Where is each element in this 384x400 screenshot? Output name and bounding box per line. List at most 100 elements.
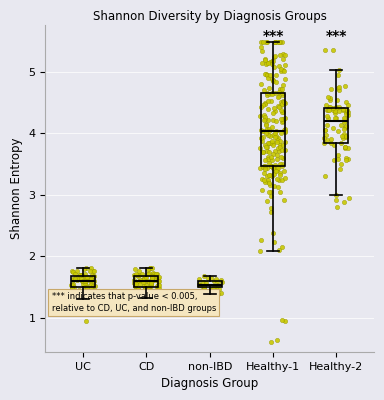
Point: [328, 86, 334, 92]
Point: [264, 72, 270, 78]
Point: [280, 244, 286, 250]
Point: [341, 115, 347, 122]
Point: [265, 177, 271, 183]
Point: [280, 51, 286, 57]
Point: [91, 273, 98, 279]
Point: [336, 104, 343, 110]
Point: [336, 83, 342, 90]
Point: [270, 110, 276, 117]
Point: [277, 160, 283, 167]
Point: [155, 285, 161, 292]
Point: [262, 57, 268, 64]
Point: [266, 128, 272, 135]
Point: [277, 86, 283, 92]
Point: [81, 296, 87, 302]
Point: [341, 126, 347, 132]
Point: [154, 275, 161, 282]
Point: [269, 76, 275, 82]
Point: [136, 278, 142, 284]
Point: [258, 44, 264, 50]
Point: [341, 199, 347, 206]
Point: [211, 284, 217, 290]
Point: [262, 114, 268, 120]
Point: [268, 163, 274, 170]
Point: [322, 47, 328, 53]
Point: [79, 272, 85, 279]
Point: [134, 307, 141, 313]
Point: [142, 285, 148, 291]
Point: [262, 56, 268, 62]
Point: [262, 170, 268, 176]
Point: [75, 276, 81, 282]
Point: [279, 176, 285, 183]
Point: [270, 165, 276, 171]
Point: [258, 135, 264, 142]
Point: [343, 155, 349, 161]
Point: [203, 280, 209, 286]
Text: ***: ***: [262, 29, 284, 43]
Point: [79, 272, 85, 278]
Point: [263, 61, 270, 68]
Point: [345, 145, 351, 151]
Point: [257, 248, 263, 254]
Point: [270, 116, 276, 123]
Point: [279, 162, 285, 169]
Point: [341, 130, 347, 137]
Point: [272, 90, 278, 96]
Point: [265, 126, 271, 132]
Point: [208, 275, 214, 282]
Point: [134, 286, 141, 292]
Point: [154, 270, 160, 277]
Point: [282, 139, 288, 145]
Point: [265, 156, 271, 162]
Point: [342, 83, 348, 89]
Point: [153, 270, 159, 277]
Point: [268, 154, 274, 160]
Point: [83, 274, 89, 281]
Point: [270, 77, 276, 83]
Point: [332, 114, 338, 121]
Point: [270, 78, 276, 84]
Point: [334, 97, 340, 103]
Point: [73, 268, 79, 274]
Point: [280, 116, 286, 122]
Point: [282, 100, 288, 106]
Point: [144, 266, 151, 273]
Point: [272, 133, 278, 140]
Point: [266, 148, 272, 155]
Point: [335, 155, 341, 162]
Point: [275, 184, 281, 190]
Point: [338, 122, 344, 128]
Point: [214, 278, 220, 284]
Point: [264, 39, 270, 45]
Point: [276, 39, 283, 45]
Point: [275, 144, 281, 151]
Point: [322, 172, 328, 179]
Point: [272, 39, 278, 45]
Point: [277, 172, 283, 178]
Point: [270, 140, 276, 146]
Point: [144, 290, 150, 296]
Point: [279, 147, 285, 153]
Point: [265, 132, 271, 138]
Point: [82, 286, 88, 292]
Point: [137, 281, 143, 287]
Point: [133, 281, 139, 288]
Point: [267, 58, 273, 65]
Point: [149, 278, 156, 284]
Point: [273, 72, 279, 78]
Point: [330, 107, 336, 113]
Point: [150, 273, 156, 279]
Point: [156, 274, 162, 281]
Point: [196, 282, 202, 288]
Point: [82, 270, 88, 277]
Point: [83, 292, 89, 298]
Point: [335, 85, 341, 91]
Point: [328, 140, 334, 146]
Point: [70, 276, 76, 282]
Point: [156, 278, 162, 284]
Point: [92, 283, 98, 289]
Point: [260, 128, 266, 134]
Point: [260, 128, 266, 134]
Point: [333, 196, 339, 203]
